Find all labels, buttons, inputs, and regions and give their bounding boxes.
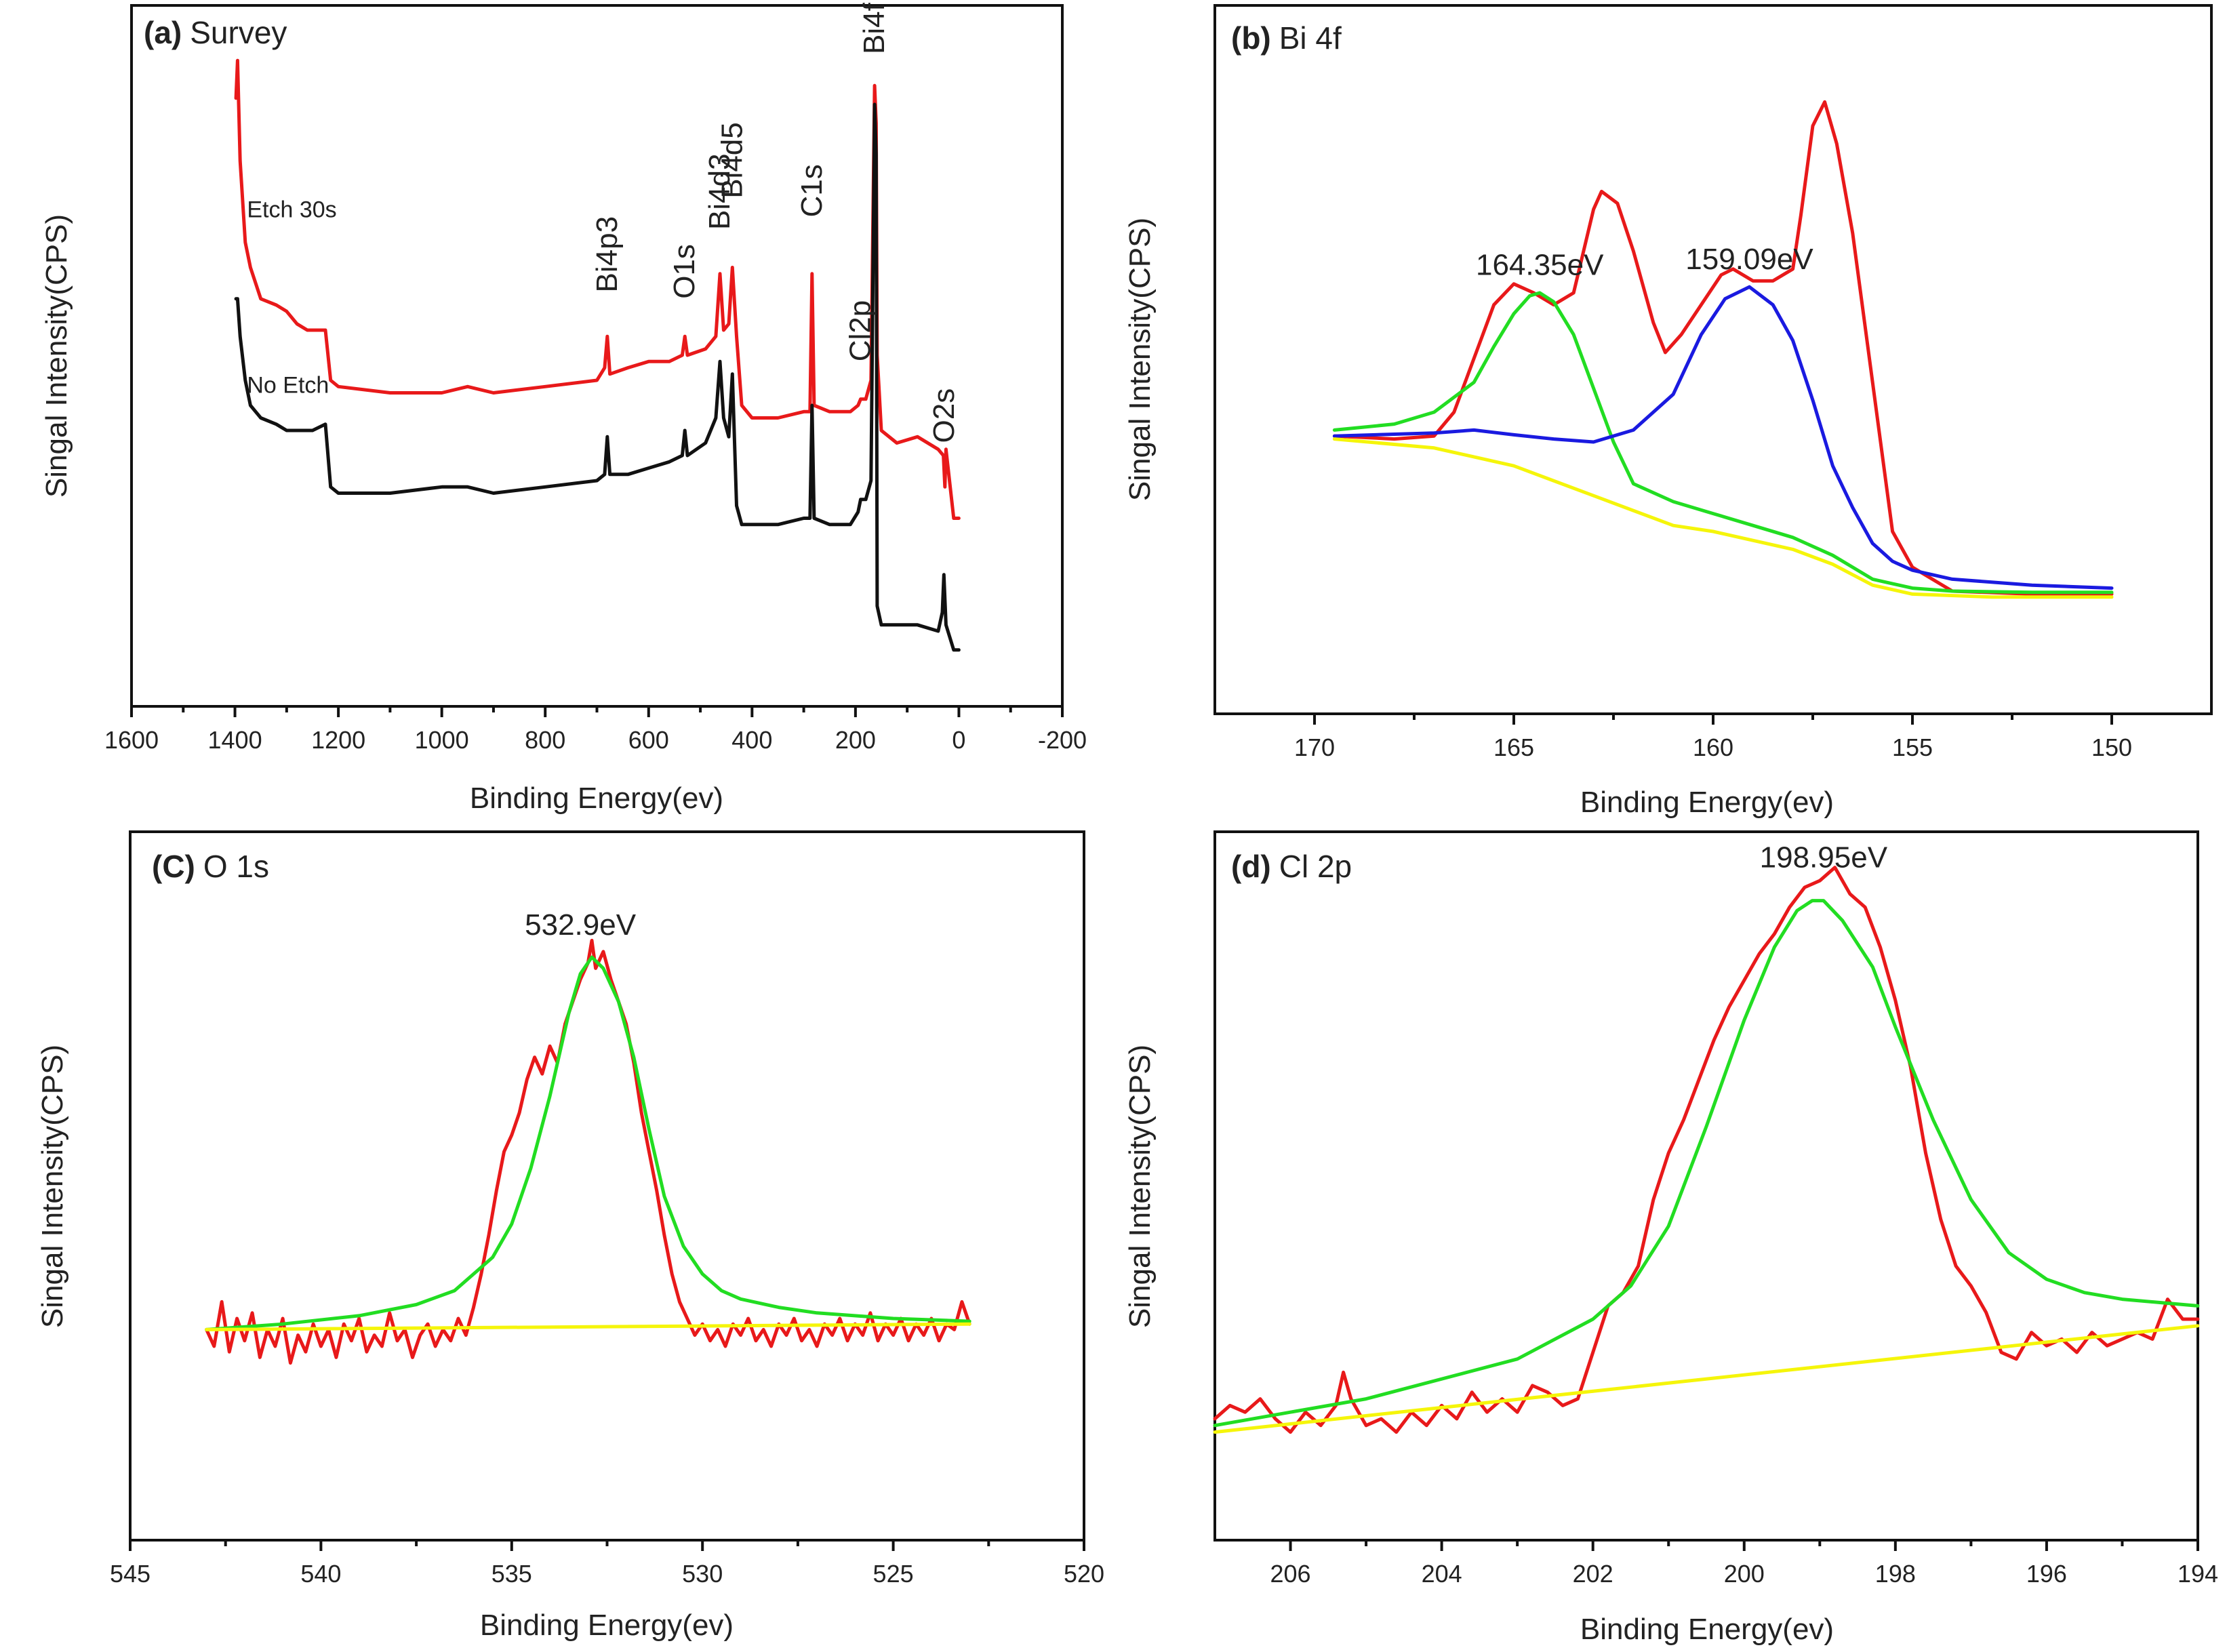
- series-line-fit-198-95ev: [1213, 899, 2200, 1428]
- peak-annotation: Bi4d5: [715, 122, 748, 199]
- x-tick-label: 1400: [208, 726, 262, 754]
- series-line-measured: [1213, 866, 2200, 1434]
- series-line-background: [205, 1322, 971, 1331]
- x-tick-label: 530: [682, 1560, 723, 1588]
- panel-d: (d) Cl 2p Binding Energy(ev) Singal Inten…: [1123, 830, 2218, 1646]
- x-axis-title: Binding Energy(ev): [470, 782, 723, 815]
- x-tick-label: 150: [2091, 733, 2132, 761]
- y-axis-title: Singal Intensity(CPS): [1123, 1045, 1157, 1328]
- x-tick-label: -200: [1038, 726, 1087, 754]
- series-line-no-etch: [234, 102, 961, 652]
- peak-annotation: Bi4p3: [590, 216, 624, 293]
- peak-annotation: C1s: [795, 164, 828, 217]
- panel-letter: (b): [1231, 20, 1271, 56]
- peak-annotation: Bi4d3: [703, 153, 736, 230]
- x-tick-label: 202: [1573, 1560, 1613, 1588]
- panel-title-text: Cl 2p: [1279, 849, 1352, 884]
- panel-c: (C) O 1s Binding Energy(ev) Singal Intens…: [36, 830, 1104, 1642]
- series-line-measured: [205, 938, 971, 1365]
- peak-annotation: Cl2p: [844, 300, 877, 362]
- x-tick-label: 535: [491, 1560, 532, 1588]
- x-tick-label: 198: [1875, 1560, 1916, 1588]
- panel-title: (C) O 1s: [152, 849, 269, 884]
- x-tick-label: 1600: [104, 726, 159, 754]
- x-tick-label: 155: [1892, 733, 1933, 761]
- x-tick-label: 160: [1693, 733, 1733, 761]
- x-tick-label: 165: [1493, 733, 1534, 761]
- series-line-fit-159-09ev: [1332, 285, 2114, 590]
- panel-title: (b) Bi 4f: [1231, 20, 1342, 56]
- peak-annotation: Bi4f: [858, 2, 891, 54]
- plot-frame: [1213, 830, 2199, 1542]
- series-label: No Etch: [247, 373, 329, 399]
- x-tick-label: 800: [525, 726, 565, 754]
- x-axis-title: Binding Energy(ev): [1580, 1613, 1834, 1646]
- panel-b: (b) Bi 4f Binding Energy(ev) Singal Inten…: [1123, 4, 2213, 819]
- x-tick-label: 540: [300, 1560, 341, 1588]
- y-axis-title: Singal Intensity(CPS): [36, 1045, 69, 1328]
- x-tick-label: 600: [628, 726, 669, 754]
- panel-a: (a) Survey Binding Energy(ev) Singal Inte…: [40, 2, 1087, 815]
- series-line-measured: [1332, 100, 2114, 596]
- x-tick-label: 200: [835, 726, 876, 754]
- series-line-background: [1332, 437, 2114, 599]
- x-axis-title: Binding Energy(ev): [1580, 786, 1834, 819]
- x-tick-label: 520: [1064, 1560, 1104, 1588]
- x-tick-label: 1200: [311, 726, 365, 754]
- peak-annotation: O1s: [668, 244, 701, 299]
- panel-letter: (d): [1231, 849, 1271, 884]
- panel-title-text: Bi 4f: [1279, 20, 1342, 56]
- x-tick-label: 206: [1270, 1560, 1310, 1588]
- x-tick-label: 545: [110, 1560, 151, 1588]
- series-line-background: [1213, 1324, 2200, 1434]
- series-line-fit-532-9ev: [205, 955, 971, 1331]
- y-axis-title: Singal Intensity(CPS): [1123, 218, 1157, 501]
- x-tick-label: 170: [1294, 733, 1335, 761]
- panel-title-text: O 1s: [203, 849, 269, 884]
- y-axis-title: Singal Intensity(CPS): [40, 214, 73, 498]
- peak-annotation: 159.09eV: [1685, 243, 1813, 276]
- x-tick-label: 400: [731, 726, 772, 754]
- panel-title-text: Survey: [190, 15, 287, 50]
- x-tick-label: 196: [2026, 1560, 2067, 1588]
- peak-annotation: 532.9eV: [525, 908, 637, 942]
- panel-letter: (a): [144, 15, 182, 50]
- series-line-fit-164-35ev: [1332, 291, 2114, 595]
- x-tick-label: 1000: [415, 726, 469, 754]
- x-tick-label: 200: [1724, 1560, 1765, 1588]
- series-label: Etch 30s: [247, 197, 336, 223]
- peak-annotation: 198.95eV: [1760, 841, 1888, 874]
- x-axis-title: Binding Energy(ev): [480, 1609, 734, 1642]
- x-tick-label: 194: [2178, 1560, 2218, 1588]
- panel-title: (d) Cl 2p: [1231, 849, 1352, 884]
- x-tick-label: 525: [873, 1560, 914, 1588]
- peak-annotation: 164.35eV: [1476, 249, 1604, 282]
- panel-title: (a) Survey: [144, 15, 287, 50]
- x-tick-label: 204: [1422, 1560, 1462, 1588]
- x-tick-label: 0: [952, 726, 965, 754]
- panel-letter: (C): [152, 849, 195, 884]
- peak-annotation: O2s: [927, 388, 961, 443]
